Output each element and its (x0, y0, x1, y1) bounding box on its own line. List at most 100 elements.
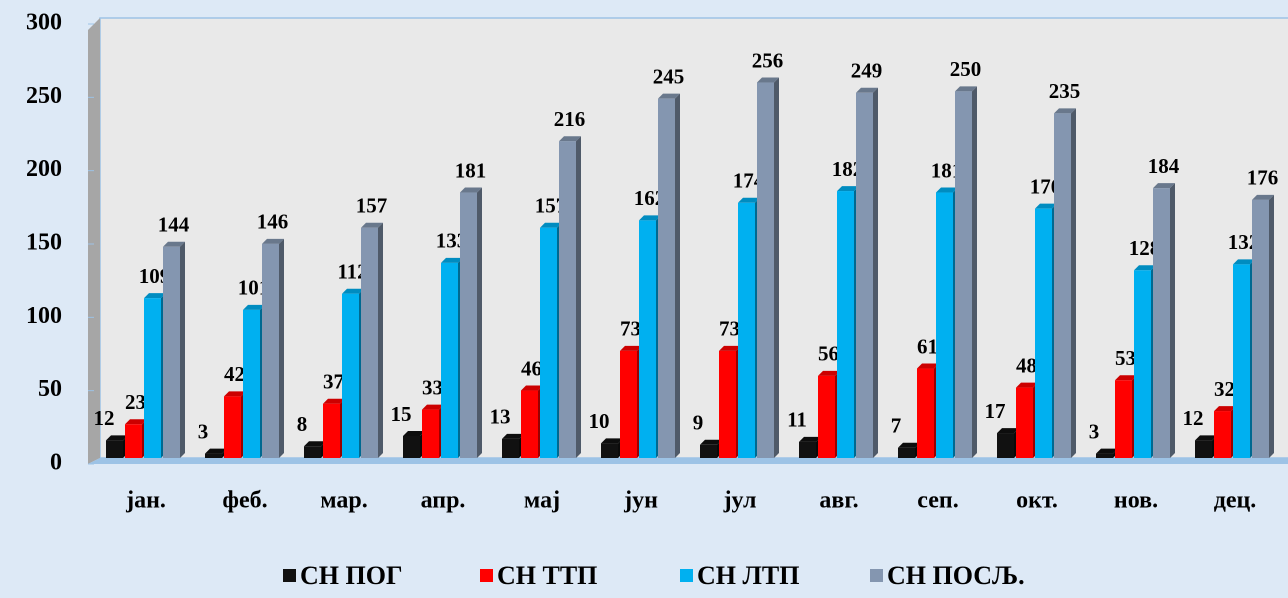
y-tick-label: 200 (26, 156, 62, 182)
bar-top (1115, 375, 1137, 381)
bar-top (540, 222, 562, 228)
bar-top (1153, 183, 1175, 189)
bar (1054, 113, 1071, 458)
value-label: 144 (158, 213, 190, 237)
bar-top (323, 398, 345, 404)
bar (1233, 264, 1250, 458)
bar-top (898, 442, 920, 448)
bar (460, 192, 477, 459)
bar-side (774, 77, 779, 459)
bar-top (1134, 265, 1156, 271)
value-label: 184 (1148, 154, 1180, 178)
bar (403, 436, 420, 458)
bar-top (700, 439, 722, 445)
bar (243, 309, 260, 458)
x-tick-label: нов. (1114, 488, 1158, 514)
bar (1115, 380, 1132, 458)
bar-top (757, 77, 779, 83)
bar (658, 98, 675, 459)
bar (738, 202, 755, 458)
value-label: 10 (589, 409, 610, 433)
bar (1016, 387, 1033, 458)
y-tick-label: 300 (26, 10, 62, 36)
bar-top (601, 438, 623, 444)
value-label: 3 (1089, 419, 1100, 443)
x-tick-label: јун (623, 488, 658, 514)
value-label: 23 (125, 390, 146, 414)
bar (601, 443, 618, 458)
x-tick-label: јул (723, 488, 757, 514)
bar (837, 191, 854, 459)
bar-top (304, 441, 326, 447)
bar (955, 91, 972, 458)
value-label: 53 (1115, 346, 1136, 370)
bar (799, 441, 816, 458)
bar (856, 92, 873, 459)
x-tick-label: авг. (819, 488, 858, 514)
value-label: 12 (1183, 406, 1204, 430)
value-label: 61 (917, 334, 938, 358)
legend-label: СН ЛТП (697, 561, 799, 590)
bar-side (477, 187, 482, 459)
bar-top (936, 187, 958, 193)
bar-top (361, 222, 383, 228)
bar (917, 368, 934, 458)
bar (997, 433, 1014, 458)
bar (1195, 440, 1212, 458)
bar-side (1071, 108, 1076, 458)
bar-top (125, 419, 147, 425)
bar-top (818, 370, 840, 376)
legend-label: СН ПОГ (300, 561, 403, 590)
bar (422, 409, 439, 458)
value-label: 9 (693, 411, 704, 435)
bar-top (243, 304, 265, 310)
value-label: 235 (1049, 79, 1081, 103)
value-label: 3 (198, 419, 209, 443)
value-label: 33 (422, 375, 443, 399)
legend-swatch (283, 569, 296, 582)
value-label: 7 (891, 414, 902, 438)
value-label: 216 (554, 107, 586, 131)
legend-swatch (680, 569, 693, 582)
bar (1252, 199, 1269, 458)
plot-area (99, 17, 1288, 459)
value-label: 15 (391, 402, 412, 426)
bar-side (1269, 194, 1274, 458)
bar-top (502, 433, 524, 439)
bar-top (262, 238, 284, 244)
x-tick-label: сеп. (917, 488, 958, 514)
value-label: 46 (521, 356, 542, 380)
bar (1153, 188, 1170, 458)
bar-top (342, 288, 364, 294)
bar (936, 192, 953, 459)
bar (639, 220, 656, 458)
value-label: 37 (323, 370, 344, 394)
bar (304, 446, 321, 458)
value-label: 42 (224, 362, 245, 386)
bar (163, 246, 180, 458)
bar (125, 424, 142, 458)
value-label: 73 (620, 317, 641, 341)
bar-top (738, 197, 760, 203)
bar (502, 438, 519, 458)
bar-side (180, 241, 185, 458)
bar-top (639, 215, 661, 221)
value-label: 146 (257, 210, 289, 234)
bar (757, 82, 774, 459)
bar (323, 403, 340, 458)
bar (1035, 208, 1052, 458)
value-label: 181 (455, 158, 487, 182)
y-tick-label: 0 (50, 450, 62, 476)
bar-top (460, 187, 482, 193)
value-label: 32 (1214, 377, 1235, 401)
legend-label: СН ПОСЉ. (887, 561, 1025, 590)
bar (1134, 270, 1151, 458)
value-label: 11 (787, 408, 807, 432)
bar (1214, 411, 1231, 458)
value-label: 48 (1016, 353, 1037, 377)
bar (540, 227, 557, 458)
bar (521, 390, 538, 458)
bar-top (422, 404, 444, 410)
x-tick-label: мај (524, 488, 560, 514)
